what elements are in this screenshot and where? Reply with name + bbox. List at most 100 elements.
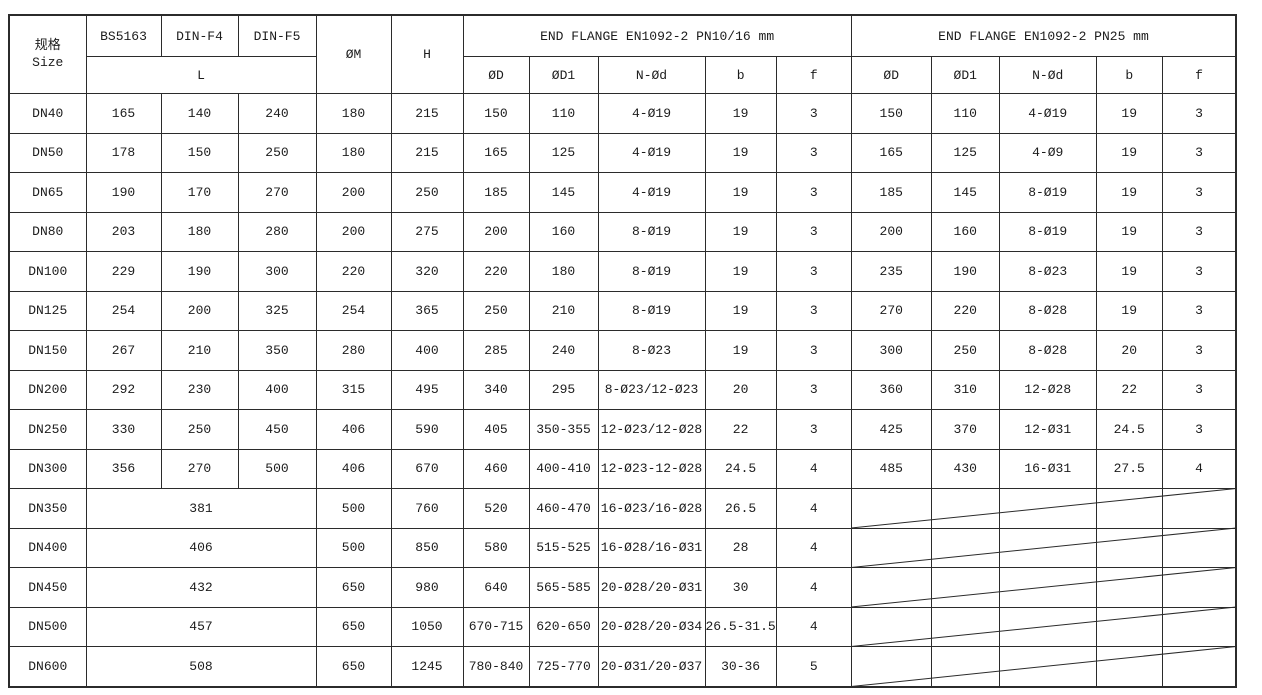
pn16-value-cell: 3 bbox=[775, 251, 852, 292]
row-size-cell: DN450 bbox=[8, 567, 87, 608]
pn16-value-cell: 3 bbox=[775, 330, 852, 371]
pn25-na-cell bbox=[850, 606, 932, 647]
pn16-value-cell: 30 bbox=[704, 567, 777, 608]
table-row: DN40 165 140 240 180 215 150 110 4-Ø19 19 3 150 110 4… bbox=[8, 93, 1237, 134]
pn16-value-cell: 565-585 bbox=[528, 567, 599, 608]
table-row: DN350 381 500 760 520 460-470 16-Ø23/16-Ø28 26.… bbox=[8, 488, 1237, 529]
pn25-value-cell: 27.5 bbox=[1095, 448, 1163, 489]
pn25-value-cell: 8-Ø19 bbox=[998, 172, 1097, 213]
h-value-cell: 365 bbox=[390, 290, 464, 331]
pn16-value-cell: 19 bbox=[704, 132, 777, 173]
l-value-cell: 140 bbox=[160, 93, 239, 134]
pn16-value-cell: 4-Ø19 bbox=[597, 172, 706, 213]
pn25-section-header: END FLANGE EN1092-2 PN25 mm bbox=[850, 14, 1237, 57]
h-column-header: H bbox=[390, 14, 464, 94]
pn25-b-header: b bbox=[1095, 56, 1163, 94]
pn25-na-cell bbox=[1095, 606, 1163, 647]
pn16-value-cell: 4-Ø19 bbox=[597, 93, 706, 134]
pn16-value-cell: 620-650 bbox=[528, 606, 599, 647]
pn16-value-cell: 240 bbox=[528, 330, 599, 371]
pn16-value-cell: 340 bbox=[462, 369, 530, 410]
row-size-cell: DN65 bbox=[8, 172, 87, 213]
pn25-value-cell: 22 bbox=[1095, 369, 1163, 410]
pn25-value-cell: 150 bbox=[850, 93, 932, 134]
l-value-cell: 180 bbox=[160, 211, 239, 252]
pn25-value-cell: 430 bbox=[930, 448, 1000, 489]
om-value-cell: 315 bbox=[315, 369, 392, 410]
pn16-section-header: END FLANGE EN1092-2 PN10/16 mm bbox=[462, 14, 852, 57]
h-value-cell: 215 bbox=[390, 93, 464, 134]
pn16-value-cell: 19 bbox=[704, 290, 777, 331]
pn25-value-cell: 3 bbox=[1161, 290, 1237, 331]
pn25-na-cell bbox=[850, 567, 932, 608]
row-size-cell: DN300 bbox=[8, 448, 87, 489]
l-value-cell: 325 bbox=[237, 290, 317, 331]
pn25-od-header: ØD bbox=[850, 56, 932, 94]
l-value-cell: 230 bbox=[160, 369, 239, 410]
pn16-value-cell: 670-715 bbox=[462, 606, 530, 647]
om-column-header: ØM bbox=[315, 14, 392, 94]
size-label-cn: 规格 bbox=[34, 38, 61, 54]
pn25-na-cell bbox=[1161, 606, 1237, 647]
pn25-value-cell: 220 bbox=[930, 290, 1000, 331]
pn25-value-cell: 110 bbox=[930, 93, 1000, 134]
pn16-value-cell: 16-Ø28/16-Ø31 bbox=[597, 527, 706, 568]
pn16-value-cell: 4 bbox=[775, 606, 852, 647]
pn25-value-cell: 19 bbox=[1095, 290, 1163, 331]
h-value-cell: 275 bbox=[390, 211, 464, 252]
pn16-value-cell: 725-770 bbox=[528, 646, 599, 687]
table-row: DN500 457 650 1050 670-715 620-650 20-Ø28/20-Ø… bbox=[8, 606, 1237, 647]
l-value-cell: 356 bbox=[85, 448, 162, 489]
table-row: DN450 432 650 980 640 565-585 20-Ø28/20-Ø31 30 4 bbox=[8, 567, 1237, 608]
pn16-value-cell: 20-Ø28/20-Ø34 bbox=[597, 606, 706, 647]
pn25-na-cell bbox=[998, 646, 1097, 687]
l-value-cell: 250 bbox=[160, 409, 239, 450]
l-value-cell: 330 bbox=[85, 409, 162, 450]
table-row: DN80 203 180 280 200 275 200 160 8-Ø19 19 3 200 160 8… bbox=[8, 211, 1237, 252]
pn16-value-cell: 400-410 bbox=[528, 448, 599, 489]
pn25-value-cell: 200 bbox=[850, 211, 932, 252]
pn25-na-cell bbox=[998, 606, 1097, 647]
pn25-value-cell: 4-Ø9 bbox=[998, 132, 1097, 173]
pn16-f-header: f bbox=[775, 56, 852, 94]
l-value-cell: 250 bbox=[237, 132, 317, 173]
h-value-cell: 850 bbox=[390, 527, 464, 568]
pn16-value-cell: 3 bbox=[775, 409, 852, 450]
pn25-na-cell bbox=[1095, 527, 1163, 568]
om-value-cell: 406 bbox=[315, 409, 392, 450]
om-value-cell: 650 bbox=[315, 606, 392, 647]
row-size-cell: DN40 bbox=[8, 93, 87, 134]
pn25-value-cell: 190 bbox=[930, 251, 1000, 292]
pn16-value-cell: 26.5-31.5 bbox=[704, 606, 777, 647]
pn16-value-cell: 30-36 bbox=[704, 646, 777, 687]
pn25-value-cell: 8-Ø28 bbox=[998, 330, 1097, 371]
pn16-value-cell: 3 bbox=[775, 172, 852, 213]
pn25-value-cell: 3 bbox=[1161, 132, 1237, 173]
pn16-value-cell: 515-525 bbox=[528, 527, 599, 568]
row-size-cell: DN80 bbox=[8, 211, 87, 252]
pn25-value-cell: 4 bbox=[1161, 448, 1237, 489]
pn25-value-cell: 425 bbox=[850, 409, 932, 450]
pn16-value-cell: 12-Ø23-12-Ø28 bbox=[597, 448, 706, 489]
pn16-value-cell: 460 bbox=[462, 448, 530, 489]
pn25-na-cell bbox=[930, 646, 1000, 687]
pn16-value-cell: 285 bbox=[462, 330, 530, 371]
row-size-cell: DN125 bbox=[8, 290, 87, 331]
pn25-na-cell bbox=[1161, 488, 1237, 529]
l-value-cell: 170 bbox=[160, 172, 239, 213]
pn16-value-cell: 640 bbox=[462, 567, 530, 608]
pn16-value-cell: 4 bbox=[775, 567, 852, 608]
pn16-value-cell: 8-Ø19 bbox=[597, 211, 706, 252]
pn25-na-cell bbox=[1161, 527, 1237, 568]
pn25-value-cell: 370 bbox=[930, 409, 1000, 450]
pn16-value-cell: 4 bbox=[775, 488, 852, 529]
pn25-value-cell: 3 bbox=[1161, 211, 1237, 252]
l-value-cell: 200 bbox=[160, 290, 239, 331]
pn16-od1-header: ØD1 bbox=[528, 56, 599, 94]
h-value-cell: 1245 bbox=[390, 646, 464, 687]
table-row: DN150 267 210 350 280 400 285 240 8-Ø23 19 3 300 250… bbox=[8, 330, 1237, 371]
pn25-value-cell: 270 bbox=[850, 290, 932, 331]
pn16-value-cell: 460-470 bbox=[528, 488, 599, 529]
pn16-value-cell: 520 bbox=[462, 488, 530, 529]
pn25-value-cell: 185 bbox=[850, 172, 932, 213]
